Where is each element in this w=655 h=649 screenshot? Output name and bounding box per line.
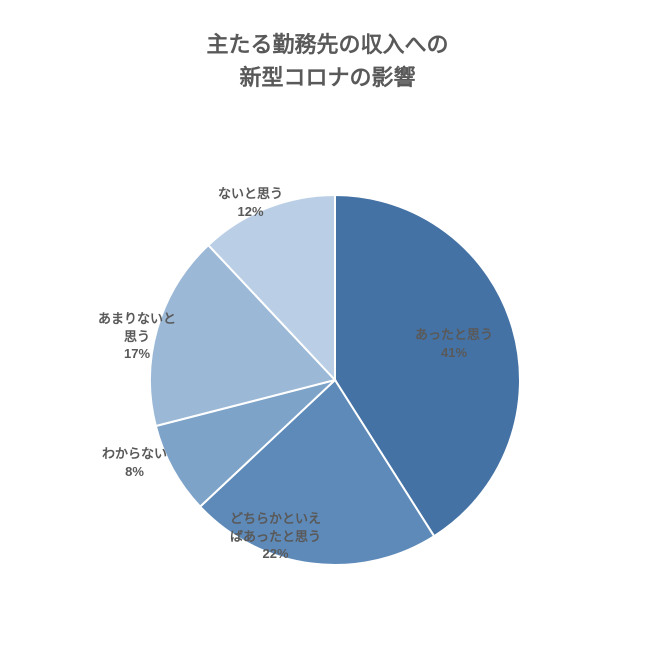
slice-label-dochira: どちらかといえ ばあったと思う 22% [230,510,321,563]
slice-label-nai: ないと思う 12% [218,185,283,220]
slice-label-wakaranai: わからない 8% [102,445,167,480]
slice-label-amari: あまりないと 思う 17% [98,310,176,363]
slice-label-atta: あったと思う 41% [415,326,493,361]
chart-container: 主たる勤務先の収入への 新型コロナの影響 あったと思う 41%どちらかといえ ば… [0,0,655,649]
